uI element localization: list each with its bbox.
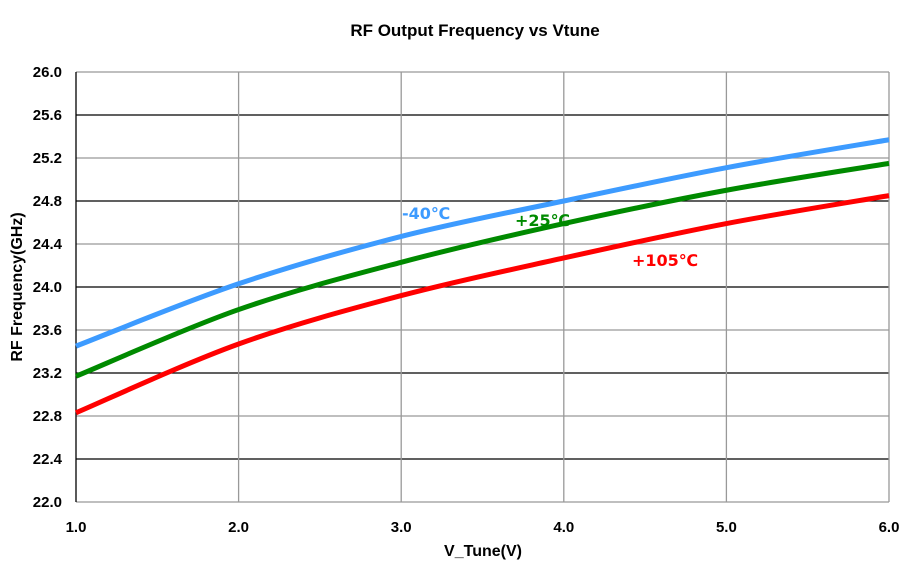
series-label: +25℃	[515, 211, 570, 230]
x-tick-labels: 1.0 2.0 3.0 4.0 5.0 6.0	[66, 519, 900, 536]
y-tick-label: 24.4	[33, 236, 63, 253]
x-tick-label: 2.0	[228, 519, 249, 536]
grid	[75, 71, 890, 503]
chart-title: RF Output Frequency vs Vtune	[350, 21, 599, 40]
x-tick-label: 1.0	[66, 519, 87, 536]
y-tick-labels: 22.0 22.4 22.8 23.2 23.6 24.0 24.4 24.8 25.2 25.6…	[33, 64, 63, 511]
y-tick-label: 25.2	[33, 150, 62, 167]
y-tick-label: 23.6	[33, 322, 62, 339]
y-tick-label: 24.8	[33, 193, 62, 210]
y-tick-label: 22.4	[33, 451, 63, 468]
y-tick-label: 22.0	[33, 494, 62, 511]
y-tick-label: 25.6	[33, 107, 62, 124]
x-tick-label: 3.0	[391, 519, 412, 536]
series-labels: -40℃ +25℃ +105℃	[402, 204, 698, 270]
x-tick-label: 6.0	[879, 519, 900, 536]
y-axis-label: RF Frequency(GHz)	[9, 212, 26, 361]
y-tick-label: 26.0	[33, 64, 62, 81]
y-tick-label: 24.0	[33, 279, 62, 296]
series-line	[75, 137, 890, 349]
x-axis-label: V_Tune(V)	[444, 543, 522, 560]
x-tick-label: 5.0	[716, 519, 737, 536]
y-tick-label: 22.8	[33, 408, 62, 425]
y-tick-label: 23.2	[33, 365, 62, 382]
x-tick-label: 4.0	[553, 519, 574, 536]
series-line	[75, 160, 890, 379]
series-line	[75, 193, 890, 416]
series-label: +105℃	[632, 251, 698, 270]
series-label: -40℃	[402, 204, 450, 223]
series-lines	[75, 137, 890, 416]
